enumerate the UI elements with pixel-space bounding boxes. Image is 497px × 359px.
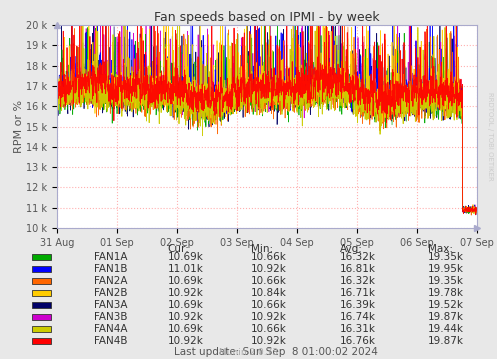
Text: Last update: Sun Sep  8 01:00:02 2024: Last update: Sun Sep 8 01:00:02 2024 [173, 347, 378, 357]
Text: 16.31k: 16.31k [339, 324, 376, 334]
Text: 16.81k: 16.81k [339, 264, 376, 274]
Text: 10.92k: 10.92k [167, 288, 203, 298]
Text: 10.66k: 10.66k [251, 324, 287, 334]
Title: Fan speeds based on IPMI - by week: Fan speeds based on IPMI - by week [155, 11, 380, 24]
Text: 10.66k: 10.66k [251, 276, 287, 286]
Bar [32, 326, 51, 332]
Text: 10.92k: 10.92k [251, 264, 287, 274]
Y-axis label: RPM or %: RPM or % [13, 100, 23, 153]
Text: FAN3B: FAN3B [93, 312, 127, 322]
Text: 10.84k: 10.84k [251, 288, 287, 298]
Text: 10.92k: 10.92k [167, 336, 203, 346]
Text: 19.52k: 19.52k [428, 300, 464, 310]
Text: 16.39k: 16.39k [339, 300, 376, 310]
Text: 10.69k: 10.69k [167, 324, 203, 334]
Text: 16.32k: 16.32k [339, 252, 376, 262]
Text: 11.01k: 11.01k [167, 264, 203, 274]
Text: Max:: Max: [428, 244, 453, 254]
Text: 19.87k: 19.87k [428, 336, 464, 346]
Text: 19.87k: 19.87k [428, 312, 464, 322]
Text: 10.69k: 10.69k [167, 300, 203, 310]
Text: 10.69k: 10.69k [167, 252, 203, 262]
Text: FAN2B: FAN2B [93, 288, 127, 298]
Text: 16.76k: 16.76k [339, 336, 376, 346]
Text: Min:: Min: [251, 244, 273, 254]
Text: Munin 2.0.73: Munin 2.0.73 [219, 348, 278, 357]
Text: 19.95k: 19.95k [428, 264, 464, 274]
Text: 10.66k: 10.66k [251, 252, 287, 262]
Text: FAN4B: FAN4B [93, 336, 127, 346]
Text: 19.44k: 19.44k [428, 324, 464, 334]
Text: Avg:: Avg: [339, 244, 362, 254]
Text: 16.71k: 16.71k [339, 288, 376, 298]
Bar [32, 254, 51, 260]
Bar [32, 278, 51, 284]
Text: 19.35k: 19.35k [428, 252, 464, 262]
Text: FAN1A: FAN1A [93, 252, 127, 262]
Text: FAN2A: FAN2A [93, 276, 127, 286]
Bar [32, 302, 51, 308]
Text: 16.32k: 16.32k [339, 276, 376, 286]
Text: FAN3A: FAN3A [93, 300, 127, 310]
Text: 19.78k: 19.78k [428, 288, 464, 298]
Bar [32, 290, 51, 296]
Text: FAN4A: FAN4A [93, 324, 127, 334]
Text: 10.69k: 10.69k [167, 276, 203, 286]
Text: 10.92k: 10.92k [251, 312, 287, 322]
Bar [32, 266, 51, 272]
Bar [32, 314, 51, 320]
Text: 10.92k: 10.92k [251, 336, 287, 346]
Bar [32, 338, 51, 344]
Text: 19.35k: 19.35k [428, 276, 464, 286]
Text: 10.66k: 10.66k [251, 300, 287, 310]
Text: Cur:: Cur: [167, 244, 189, 254]
Text: FAN1B: FAN1B [93, 264, 127, 274]
Text: 10.92k: 10.92k [167, 312, 203, 322]
Text: RRDTOOL / TOBI OETIKER: RRDTOOL / TOBI OETIKER [487, 92, 493, 181]
Text: 16.74k: 16.74k [339, 312, 376, 322]
